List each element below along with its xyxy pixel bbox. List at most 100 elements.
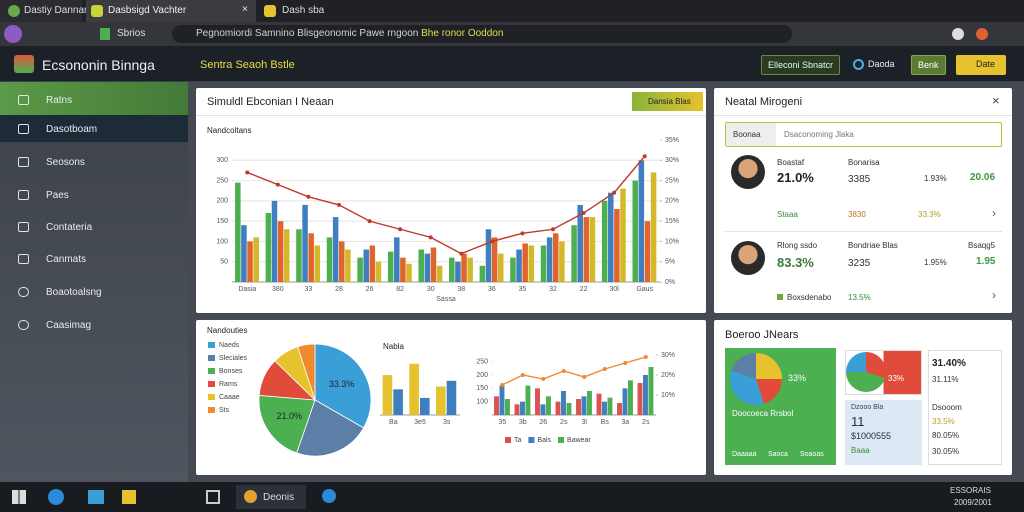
nav-label[interactable]: Caasimag (46, 320, 92, 331)
bar (271, 200, 278, 282)
start-button[interactable] (12, 490, 26, 504)
chevron[interactable]: › (992, 288, 996, 302)
legend-swatch (208, 381, 215, 387)
line-point (561, 369, 566, 373)
nav-label[interactable]: Seosons (46, 157, 85, 168)
line-point (245, 170, 250, 175)
pie-slice (297, 343, 316, 401)
line-point (541, 377, 546, 381)
bar (528, 245, 535, 282)
app-icon[interactable] (122, 490, 136, 504)
bar (406, 263, 412, 282)
badge[interactable]: Dansia Blas (632, 92, 703, 111)
icon (853, 59, 864, 70)
bar (614, 208, 620, 282)
tile[interactable] (928, 350, 1002, 465)
bar (520, 401, 525, 415)
clock-time: ESSORAIS (950, 486, 991, 495)
legend-swatch (558, 437, 565, 443)
app-icon[interactable] (48, 489, 64, 505)
bar (561, 391, 566, 415)
app-header: Ecsononin Binnga Sentra Seaoh Bstle Elle… (0, 46, 1024, 82)
nav-label[interactable]: Paes (46, 190, 69, 201)
nav-label[interactable]: Canmats (46, 254, 87, 265)
bar (499, 385, 505, 415)
legend-label: Bals (537, 437, 551, 444)
x-tick-label: 2s (642, 419, 650, 426)
chevron[interactable]: › (992, 206, 996, 220)
nav-label[interactable]: Ratns (46, 95, 73, 106)
bar (522, 243, 528, 282)
bar (608, 192, 614, 282)
favicon (264, 5, 276, 17)
bar (253, 237, 259, 282)
bar (302, 204, 308, 282)
tile-pie (846, 352, 886, 392)
tab[interactable]: Dastiy Dannan (0, 0, 90, 22)
site-icon (100, 28, 110, 40)
address-bar: Sbrios Pegnomiordi Samnino Blisgeonomic … (0, 22, 1024, 46)
bar (583, 217, 590, 282)
url-field[interactable]: Pegnomiordi Samnino Blisgeonomic Pawe rn… (172, 25, 792, 43)
pie-slice (296, 399, 365, 457)
nav-item-active[interactable] (0, 82, 188, 115)
nav-label[interactable]: Boaotoalsng (46, 287, 102, 298)
bar (296, 229, 302, 282)
app-icon[interactable] (206, 490, 220, 504)
button[interactable]: Elleconi Sbnatcr (761, 55, 841, 75)
x-tick-label: 35 (519, 286, 527, 293)
bar (485, 229, 492, 282)
tile[interactable] (845, 400, 922, 465)
tile-value: 33.5% (932, 417, 955, 426)
y2-tick-label: 20% (665, 198, 679, 205)
x-tick-label: 3a (621, 419, 629, 426)
tab[interactable]: Dasbsigd Vachter × (86, 0, 256, 22)
app-icon[interactable] (322, 489, 336, 503)
legend-label: Bonses (219, 368, 243, 375)
bar (577, 204, 583, 282)
bar (491, 237, 498, 282)
bar (643, 375, 648, 415)
bar (446, 380, 457, 415)
bar (235, 182, 241, 282)
search-box[interactable] (725, 122, 1002, 147)
bar (436, 265, 443, 282)
y-tick-label: 150 (216, 218, 228, 225)
button[interactable]: Benk (911, 55, 946, 75)
bar (571, 225, 577, 282)
icon[interactable] (952, 28, 964, 40)
tab[interactable]: Dash sba (258, 0, 330, 22)
y-tick-label: 150 (476, 385, 488, 392)
button[interactable]: Daoda (852, 55, 901, 75)
bar (430, 247, 437, 282)
button[interactable]: Date (956, 55, 1006, 75)
line-point (602, 367, 607, 371)
nav-item-selected[interactable] (0, 115, 188, 142)
bar (620, 188, 626, 282)
icon[interactable] (976, 28, 988, 40)
tile-value: 33% (788, 373, 807, 383)
tile-label: Doocoeca Rrsbol (732, 409, 794, 418)
tile-value: 30.05% (932, 447, 960, 456)
pie-slice (258, 394, 316, 454)
x-tick-label: Dasia (238, 286, 256, 293)
y2-tick-label: 0% (665, 279, 675, 286)
nav-label[interactable]: Contateria (46, 222, 93, 233)
search-label[interactable]: Sentra Seaoh Bstle (200, 59, 295, 71)
bar (535, 388, 540, 415)
back-button[interactable] (4, 25, 22, 43)
bar (516, 249, 522, 282)
sidebar: Ratns Dasotboam Seosons Paes Contateria … (0, 82, 188, 482)
bar (607, 397, 613, 415)
filter[interactable]: Boonaa (726, 123, 776, 146)
nav-label[interactable]: Dasotboam (46, 124, 98, 135)
app-icon[interactable] (88, 490, 104, 504)
url-highlight: Bhe ronor Ooddon (421, 28, 504, 39)
close-button[interactable]: × (992, 93, 1000, 108)
bar (617, 403, 622, 415)
line-point (306, 194, 311, 199)
legend-swatch (528, 437, 535, 443)
person-value: 21.0% (777, 170, 814, 185)
tile-label: Daaaaa (732, 451, 757, 458)
